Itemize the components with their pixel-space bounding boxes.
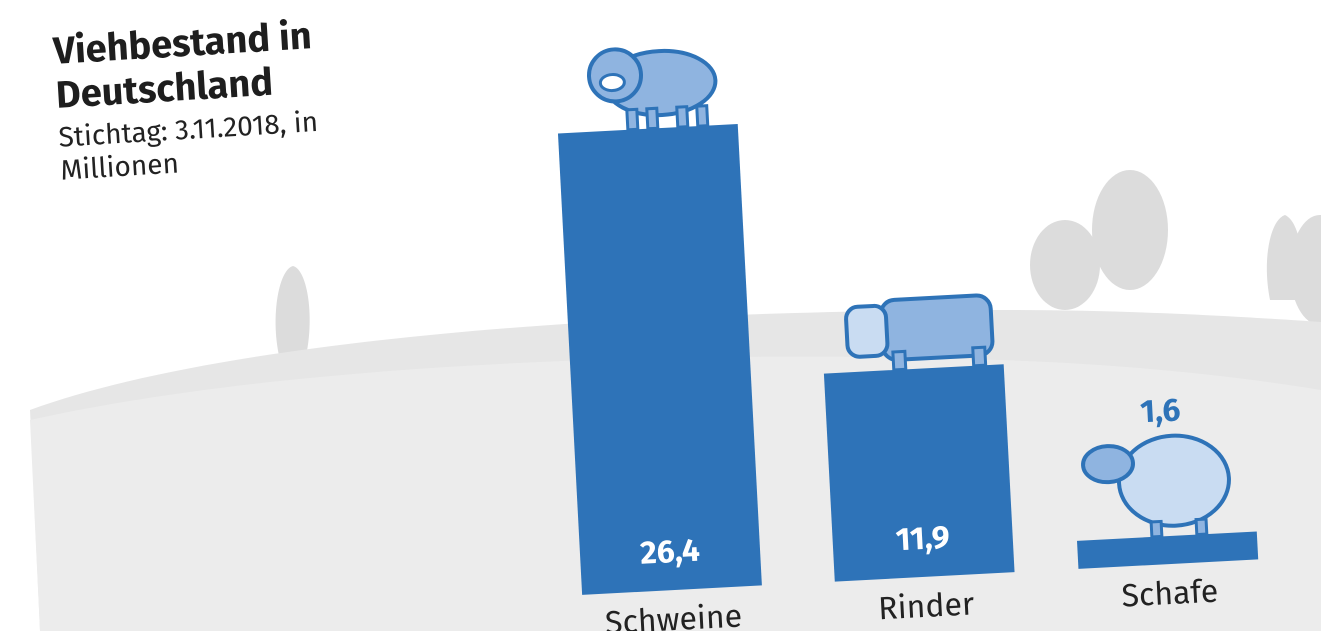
plot-area: 26,4 Schweine 11,9 Rinder 1,6 Schafe	[557, 47, 1259, 631]
value-label: 1,6	[1139, 391, 1181, 431]
icon-part	[675, 105, 690, 129]
icon-part	[1194, 517, 1209, 537]
icon-part	[891, 349, 908, 372]
icon-part	[598, 73, 626, 93]
icon-part	[625, 107, 640, 132]
icon-part	[645, 106, 660, 131]
icon-part	[971, 345, 988, 368]
x-tick-label: Schafe	[1121, 573, 1220, 616]
chart-title: Viehbestand in Deutschland	[51, 13, 313, 119]
icon-part	[1117, 433, 1231, 528]
bar	[823, 364, 1015, 582]
icon-part	[1149, 519, 1164, 539]
x-tick-label: Rinder	[877, 585, 976, 628]
icon-part	[1081, 444, 1136, 485]
animal-icon	[587, 47, 718, 132]
value-label: 26,4	[639, 532, 701, 573]
value-label: 11,9	[895, 519, 951, 560]
icon-part	[844, 303, 890, 359]
bar	[1076, 531, 1259, 569]
icon-part	[695, 104, 710, 128]
x-tick-label: Schweine	[604, 598, 743, 631]
header: Viehbestand in Deutschland Stichtag: 3.1…	[51, 10, 391, 187]
bar	[557, 124, 762, 595]
animal-icon	[1081, 433, 1231, 539]
animal-icon	[844, 293, 995, 372]
